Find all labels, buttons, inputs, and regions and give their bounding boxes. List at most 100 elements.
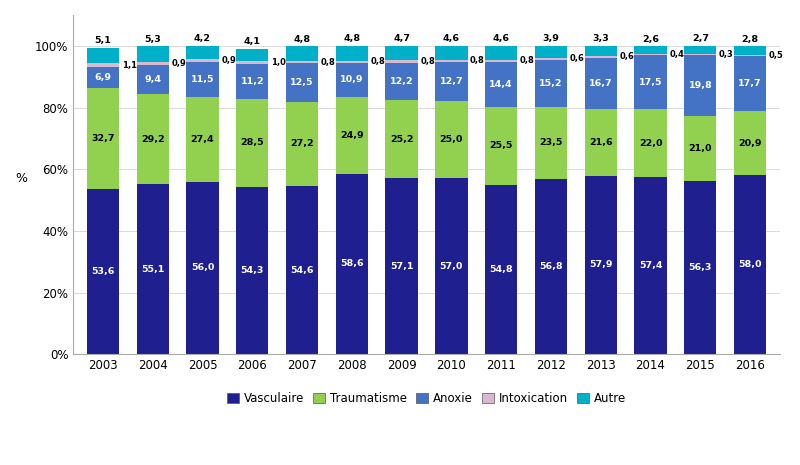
Bar [386,46,418,60]
Text: 19,8: 19,8 [689,81,712,90]
Bar [87,48,119,63]
Bar [186,181,218,354]
Text: 17,5: 17,5 [638,78,662,87]
Text: 29,2: 29,2 [141,135,165,144]
Text: 3,3: 3,3 [592,34,609,43]
Bar [286,46,318,61]
Bar [137,184,169,354]
Text: 0,8: 0,8 [470,56,485,66]
Bar [485,62,518,106]
Text: 5,1: 5,1 [94,36,111,45]
Bar [186,97,218,181]
Text: 12,2: 12,2 [390,77,414,86]
Text: 2,6: 2,6 [642,35,659,44]
Text: 0,4: 0,4 [669,50,684,59]
Bar [336,46,368,60]
Text: 58,0: 58,0 [738,260,762,269]
Bar [236,64,269,99]
Bar [87,88,119,189]
Text: 21,6: 21,6 [589,138,613,147]
Text: 4,7: 4,7 [393,34,410,43]
Bar [236,99,269,187]
Bar [286,63,318,102]
Bar [734,55,766,56]
Bar [236,49,269,61]
Text: 20,9: 20,9 [738,139,762,148]
Text: 0,5: 0,5 [769,51,784,60]
Bar [485,46,518,60]
Bar [684,46,717,54]
Text: 25,2: 25,2 [390,135,414,144]
Bar [634,54,666,55]
Text: 22,0: 22,0 [638,139,662,148]
Bar [485,60,518,62]
Text: 4,1: 4,1 [244,37,261,46]
Text: 56,0: 56,0 [191,263,214,272]
Bar [684,116,717,180]
Bar [137,46,169,62]
Text: 0,8: 0,8 [420,57,435,66]
Bar [585,58,617,109]
Text: 2,8: 2,8 [742,35,758,44]
Text: 0,3: 0,3 [719,50,734,59]
Bar [535,60,567,106]
Bar [585,46,617,56]
Bar [386,63,418,100]
Text: 0,8: 0,8 [520,56,534,66]
Bar [535,179,567,354]
Text: 0,9: 0,9 [222,56,236,65]
Bar [634,55,666,109]
Bar [236,61,269,64]
Bar [535,106,567,179]
Bar [684,180,717,354]
Text: 4,6: 4,6 [493,34,510,43]
Text: 12,5: 12,5 [290,78,314,87]
Bar [734,56,766,111]
Bar [535,46,567,58]
Bar [186,61,218,97]
Bar [137,65,169,94]
Bar [535,58,567,60]
Text: 15,2: 15,2 [539,79,562,88]
Bar [734,111,766,175]
Bar [684,55,717,116]
Text: 27,4: 27,4 [190,135,214,144]
Text: 57,4: 57,4 [638,261,662,270]
Text: 10,9: 10,9 [340,75,364,85]
Text: 56,8: 56,8 [539,262,562,271]
Y-axis label: %: % [15,172,27,185]
Text: 5,3: 5,3 [144,35,161,44]
Text: 23,5: 23,5 [539,138,562,147]
Text: 54,8: 54,8 [490,265,513,274]
Bar [634,46,666,54]
Bar [386,60,418,63]
Bar [186,46,218,59]
Text: 25,5: 25,5 [490,141,513,150]
Text: 0,6: 0,6 [570,54,585,63]
Legend: Vasculaire, Traumatisme, Anoxie, Intoxication, Autre: Vasculaire, Traumatisme, Anoxie, Intoxic… [222,387,630,409]
Bar [386,178,418,354]
Text: 2,7: 2,7 [692,34,709,43]
Text: 24,9: 24,9 [340,131,364,140]
Text: 57,1: 57,1 [390,262,414,271]
Text: 3,9: 3,9 [542,34,559,43]
Bar [485,106,518,185]
Text: 55,1: 55,1 [141,265,165,274]
Text: 0,8: 0,8 [370,57,386,66]
Text: 1,0: 1,0 [271,58,286,67]
Bar [634,177,666,354]
Bar [87,63,119,67]
Text: 4,6: 4,6 [443,34,460,43]
Text: 54,6: 54,6 [290,266,314,274]
Bar [137,62,169,65]
Text: 12,7: 12,7 [440,77,463,86]
Bar [734,175,766,354]
Text: 6,9: 6,9 [94,73,111,82]
Bar [485,185,518,354]
Text: 25,0: 25,0 [440,135,463,145]
Text: 16,7: 16,7 [589,79,613,88]
Bar [386,100,418,178]
Text: 0,8: 0,8 [321,58,335,66]
Text: 4,2: 4,2 [194,34,211,43]
Bar [734,46,766,55]
